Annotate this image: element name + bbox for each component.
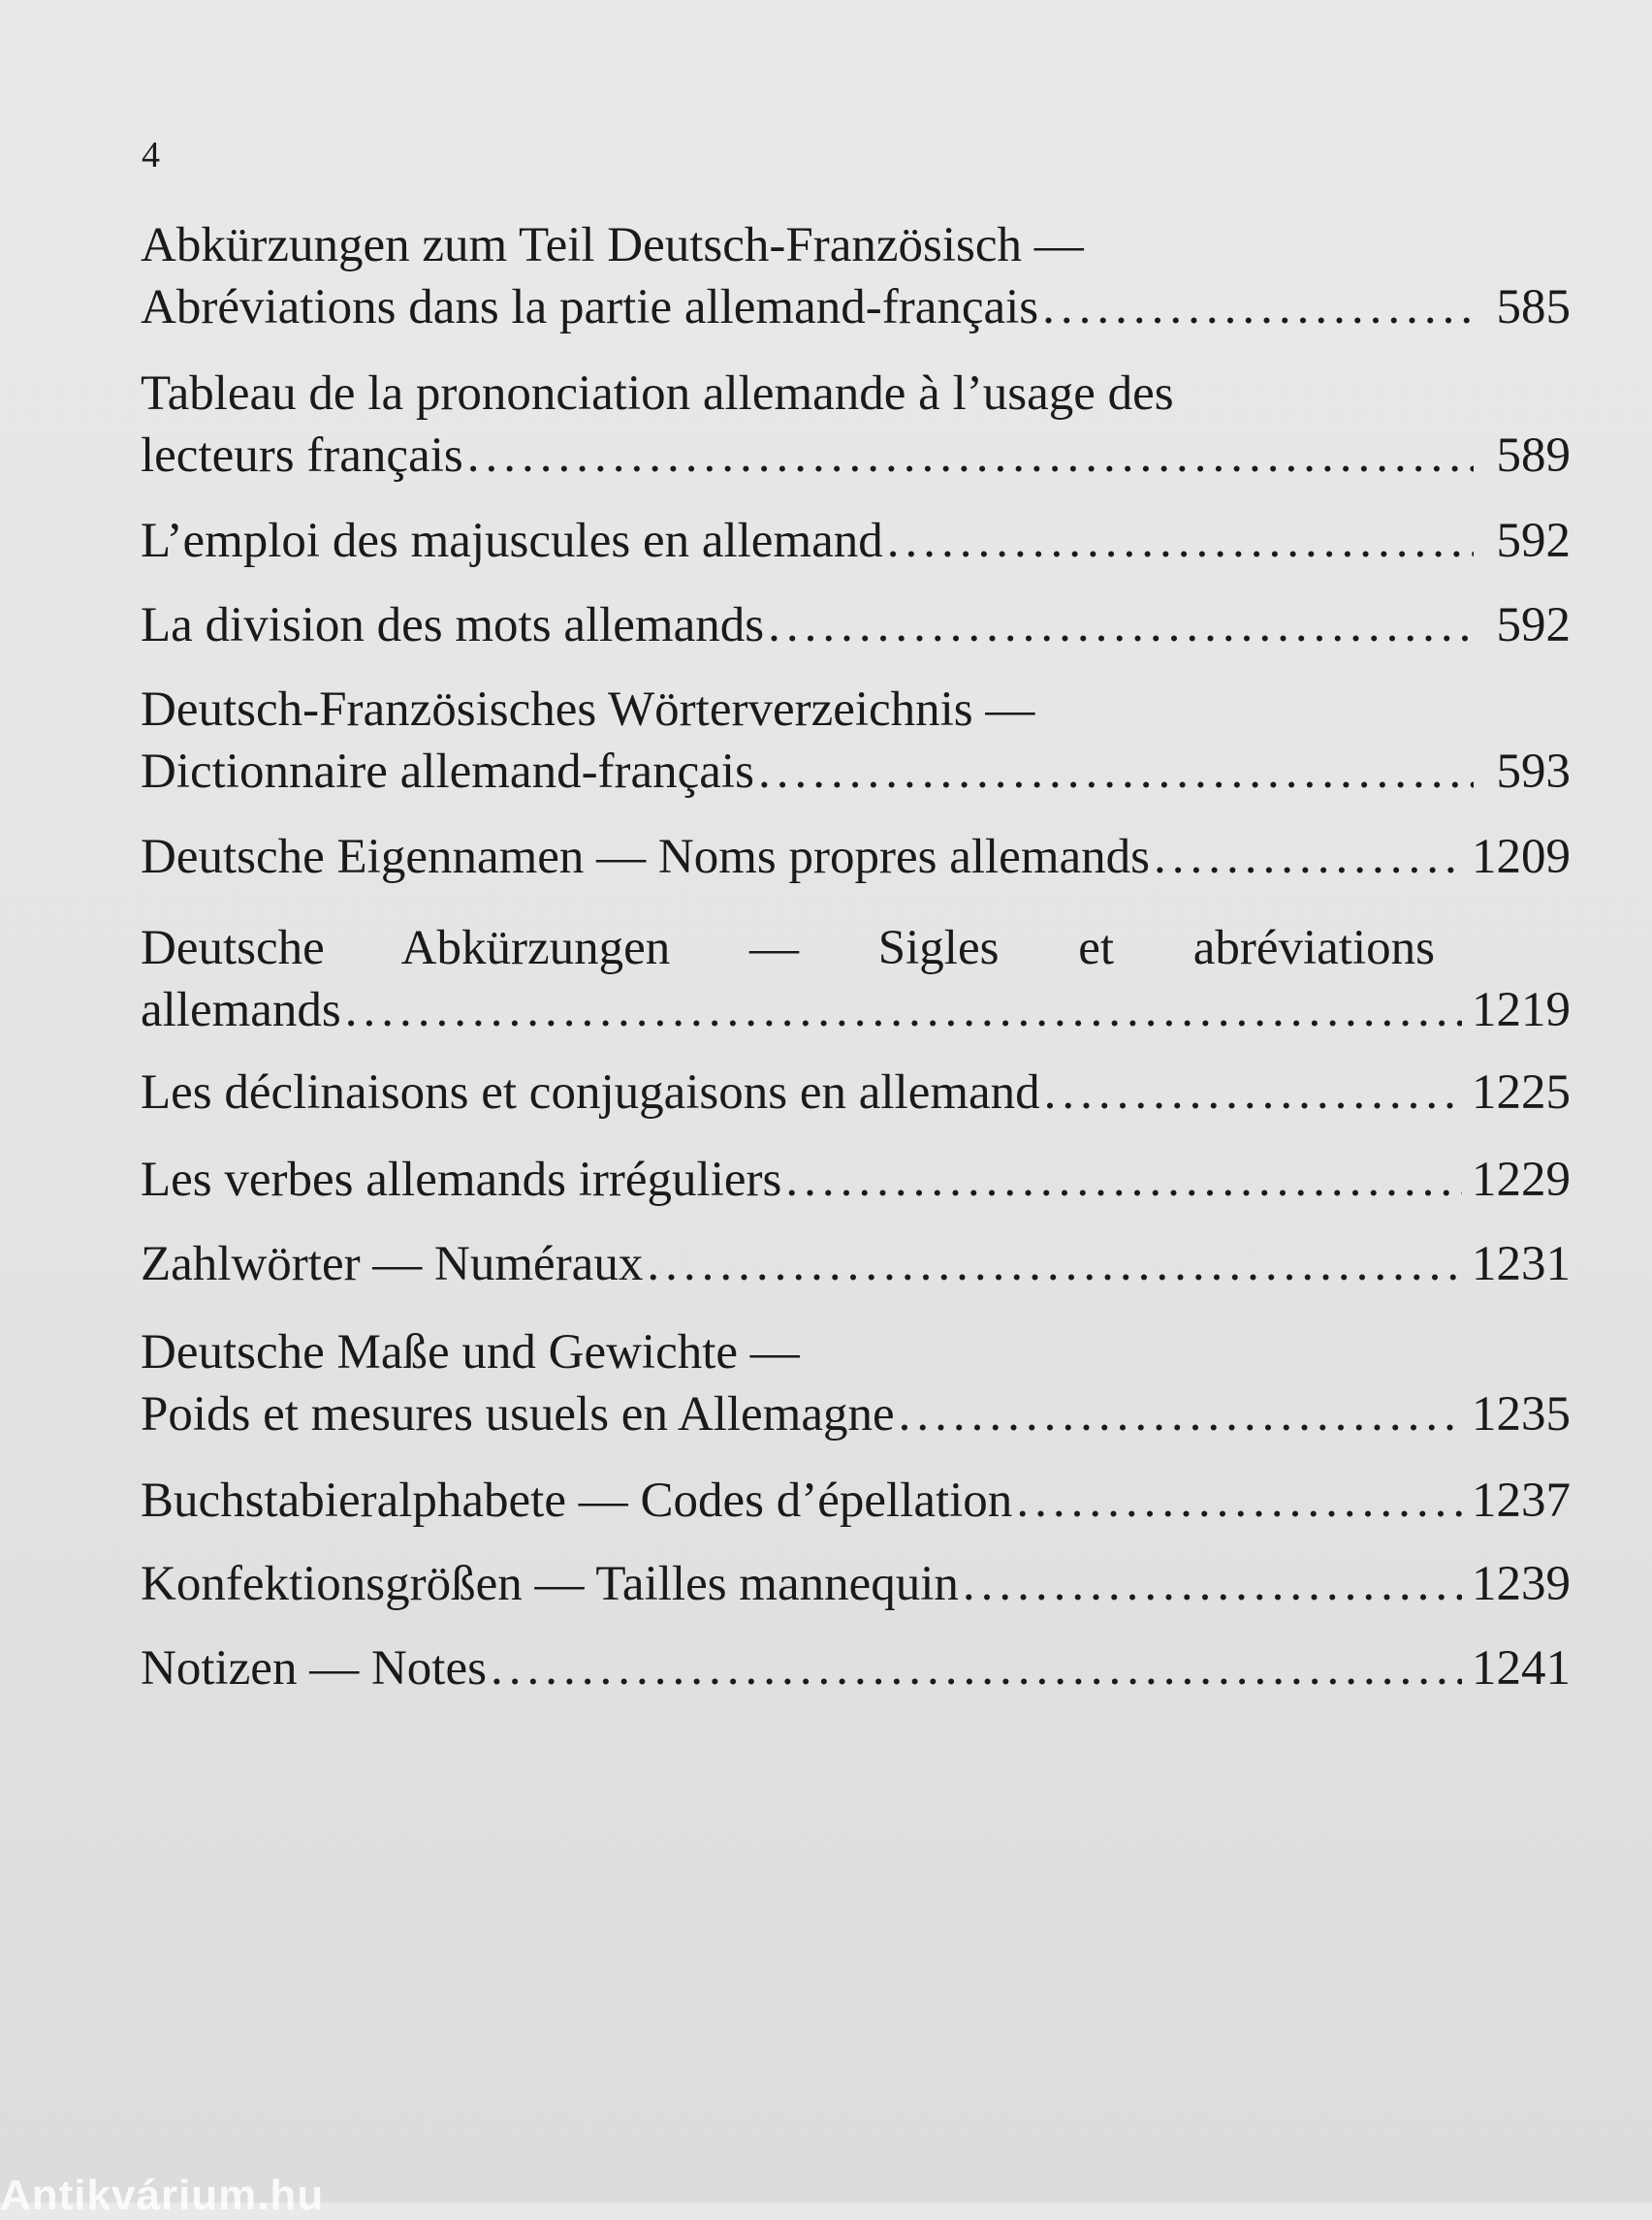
dot-leader: ........................................… xyxy=(768,598,1474,652)
toc-entry-line: allemands...............................… xyxy=(141,979,1571,1041)
toc-entry: Deutsche Maße und Gewichte — Poids et mes… xyxy=(141,1321,1571,1445)
toc-entry: La division des mots allemands..........… xyxy=(141,594,1571,656)
dot-leader: ........................................… xyxy=(962,1557,1462,1611)
toc-entry-title: L’emploi des majuscules en allemand xyxy=(141,514,883,568)
toc-entry-title: Les déclinaisons et conjugaisons en alle… xyxy=(141,1065,1040,1120)
toc-entry-line: L’emploi des majuscules en allemand.....… xyxy=(141,510,1571,572)
dot-leader: ........................................… xyxy=(886,514,1474,568)
toc-page-number: 1239 xyxy=(1472,1557,1571,1611)
toc-page-number: 593 xyxy=(1496,745,1572,799)
toc-page-number: 1229 xyxy=(1472,1153,1571,1207)
toc-page-number: 589 xyxy=(1496,428,1572,483)
toc-entry-line: Les déclinaisons et conjugaisons en alle… xyxy=(141,1062,1571,1124)
toc-entry: Les déclinaisons et conjugaisons en alle… xyxy=(141,1062,1571,1124)
toc-entry-line: Deutsche Eigennamen — Noms propres allem… xyxy=(141,826,1571,888)
toc-page-number: 585 xyxy=(1496,280,1572,334)
toc-entry-title: Les verbes allemands irréguliers xyxy=(141,1153,782,1207)
toc-entry-title: allemands xyxy=(141,983,341,1037)
toc-entry: Deutsch-Französisches Wörterverzeichnis … xyxy=(141,679,1571,803)
toc-entry-line: Tableau de la prononciation allemande à … xyxy=(141,363,1571,425)
toc-entry-title: Deutsche Maße und Gewichte — xyxy=(141,1325,800,1380)
dot-leader: ........................................… xyxy=(1153,830,1462,884)
toc-entry: Buchstabieralphabete — Codes d’épellatio… xyxy=(141,1470,1571,1532)
toc-entry: Deutsche Eigennamen — Noms propres allem… xyxy=(141,826,1571,888)
toc-entry: Zahlwörter — Numéraux...................… xyxy=(141,1233,1571,1295)
toc-page-number: 592 xyxy=(1496,514,1572,568)
toc-entry-title: Zahlwörter — Numéraux xyxy=(141,1237,644,1291)
toc-entry-title: Buchstabieralphabete — Codes d’épellatio… xyxy=(141,1474,1013,1528)
toc-entry-title: Dictionnaire allemand-français xyxy=(141,745,754,799)
toc-entry: Les verbes allemands irréguliers........… xyxy=(141,1149,1571,1211)
toc-entry-title: La division des mots allemands xyxy=(141,598,765,652)
toc-entry-title: Konfektionsgrößen — Tailles mannequin xyxy=(141,1557,959,1611)
toc-entry-line: Deutsche Abkürzungen — Sigles et abrévia… xyxy=(141,917,1571,979)
toc-entry: Notizen — Notes.........................… xyxy=(141,1637,1571,1699)
dot-leader: ........................................… xyxy=(1042,280,1474,334)
toc-entry-title: lecteurs français xyxy=(141,428,463,483)
toc-page-number: 1241 xyxy=(1472,1641,1571,1696)
toc-entry-line: Poids et mesures usuels en Allemagne....… xyxy=(141,1383,1571,1445)
dot-leader: ........................................… xyxy=(785,1153,1462,1207)
toc-page-number: 1209 xyxy=(1472,830,1571,884)
toc-entry: Abkürzungen zum Teil Deutsch-Französisch… xyxy=(141,214,1571,338)
toc-entry-line: Les verbes allemands irréguliers........… xyxy=(141,1149,1571,1211)
toc-page-number: 1237 xyxy=(1472,1474,1571,1528)
toc-entry-line: Buchstabieralphabete — Codes d’épellatio… xyxy=(141,1470,1571,1532)
page-number: 4 xyxy=(142,135,160,175)
toc-entry-title: Tableau de la prononciation allemande à … xyxy=(141,366,1174,421)
watermark: Antikvárium.hu xyxy=(0,2172,325,2219)
toc-entry-title: Abréviations dans la partie allemand-fra… xyxy=(141,280,1039,334)
dot-leader: ........................................… xyxy=(1016,1474,1462,1528)
toc-entry-title: Notizen — Notes xyxy=(141,1641,487,1696)
toc-entry-line: Konfektionsgrößen — Tailles mannequin...… xyxy=(141,1553,1571,1615)
dot-leader: ........................................… xyxy=(344,983,1462,1037)
toc-entry: Tableau de la prononciation allemande à … xyxy=(141,363,1571,487)
dot-leader: ........................................… xyxy=(757,745,1474,799)
toc-entry-line: Deutsch-Französisches Wörterverzeichnis … xyxy=(141,679,1571,741)
toc-page-number: 592 xyxy=(1496,598,1572,652)
toc-page-number: 1235 xyxy=(1472,1387,1571,1442)
toc-entry-line: Abkürzungen zum Teil Deutsch-Französisch… xyxy=(141,214,1571,276)
toc-entry-line: lecteurs français.......................… xyxy=(141,425,1571,487)
toc-entry-title: Deutsche Abkürzungen — Sigles et abrévia… xyxy=(141,921,1435,975)
dot-leader: ........................................… xyxy=(490,1641,1462,1696)
toc-entry: L’emploi des majuscules en allemand.....… xyxy=(141,510,1571,572)
dot-leader: ........................................… xyxy=(898,1387,1462,1442)
dot-leader: ........................................… xyxy=(647,1237,1462,1291)
toc-entry: Deutsche Abkürzungen — Sigles et abrévia… xyxy=(141,917,1571,1041)
toc-entry: Konfektionsgrößen — Tailles mannequin...… xyxy=(141,1553,1571,1615)
dot-leader: ........................................… xyxy=(466,428,1474,483)
toc-entry-title: Poids et mesures usuels en Allemagne xyxy=(141,1387,895,1442)
toc-entry-line: Dictionnaire allemand-français..........… xyxy=(141,741,1571,803)
toc-entry-title: Deutsche Eigennamen — Noms propres allem… xyxy=(141,830,1150,884)
toc-page-number: 1225 xyxy=(1472,1065,1571,1120)
toc-entry-line: Abréviations dans la partie allemand-fra… xyxy=(141,276,1571,338)
toc-page-number: 1231 xyxy=(1472,1237,1571,1291)
toc-entry-title: Deutsch-Französisches Wörterverzeichnis … xyxy=(141,682,1035,737)
dot-leader: ........................................… xyxy=(1043,1065,1462,1120)
toc-entry-line: Deutsche Maße und Gewichte — xyxy=(141,1321,1571,1383)
toc-page-number: 1219 xyxy=(1472,983,1571,1037)
toc-entry-line: Zahlwörter — Numéraux...................… xyxy=(141,1233,1571,1295)
toc-entry-line: Notizen — Notes.........................… xyxy=(141,1637,1571,1699)
toc-entry-line: La division des mots allemands..........… xyxy=(141,594,1571,656)
toc-entry-title: Abkürzungen zum Teil Deutsch-Französisch… xyxy=(141,218,1084,272)
